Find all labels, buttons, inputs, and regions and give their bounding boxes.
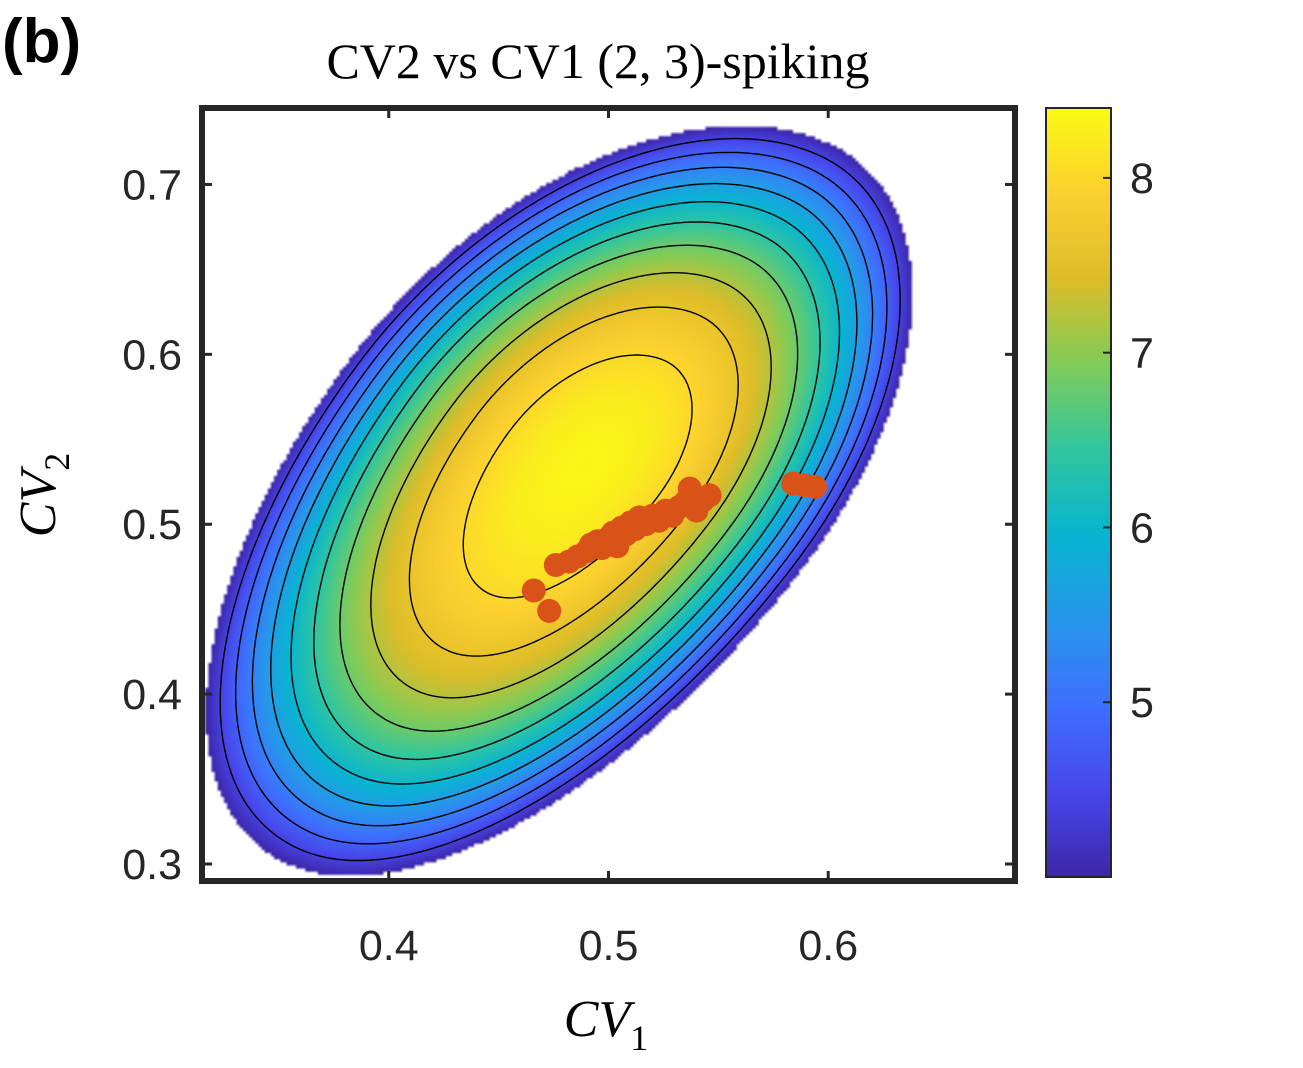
data-point-0 xyxy=(521,578,546,603)
contour-line-6 xyxy=(339,244,799,732)
x-tick-label-2: 0.6 xyxy=(798,922,858,970)
contour-line-3 xyxy=(270,182,858,807)
colorbar-tick-label-1: 6 xyxy=(1130,504,1154,552)
data-points xyxy=(521,471,827,623)
contour-line-1 xyxy=(235,151,888,845)
colorbar-tick-label-3: 8 xyxy=(1130,155,1154,203)
y-tick-label-2: 0.5 xyxy=(122,501,182,549)
contour-line-8 xyxy=(408,306,739,657)
contour-line-7 xyxy=(370,272,772,699)
y-axis-label-subscript: 2 xyxy=(37,453,77,471)
contour-line-2 xyxy=(251,166,874,827)
contour-line-4 xyxy=(290,201,841,785)
y-axis-label-main: CV xyxy=(10,466,67,538)
density-heatmap xyxy=(202,108,1015,881)
x-tick-label-0: 0.4 xyxy=(359,922,419,970)
colorbar-gradient xyxy=(1046,108,1111,877)
colorbar-ticks: 5 6 7 8 xyxy=(1103,155,1154,727)
x-axis-label: CV1 xyxy=(564,991,648,1058)
data-point-30 xyxy=(803,474,827,499)
y-tick-label-4: 0.7 xyxy=(122,161,182,209)
data-point-27 xyxy=(697,483,722,508)
colorbar-tick-label-0: 5 xyxy=(1130,679,1154,727)
y-axis-label: CV2 xyxy=(10,453,77,537)
chart-title: CV2 vs CV1 (2, 3)-spiking xyxy=(326,33,869,89)
y-tick-label-0: 0.3 xyxy=(122,841,182,889)
x-axis-label-main: CV xyxy=(564,991,636,1048)
x-ticks: 0.4 0.5 0.6 xyxy=(359,108,858,970)
panel-label: (b) xyxy=(2,7,81,76)
colorbar-box xyxy=(1045,107,1112,878)
x-axis-label-subscript: 1 xyxy=(630,1018,648,1058)
contour-line-9 xyxy=(462,354,693,599)
data-point-1 xyxy=(537,598,562,623)
colorbar: 5 6 7 8 xyxy=(1045,107,1154,878)
y-tick-label-3: 0.6 xyxy=(122,331,182,379)
y-tick-label-1: 0.4 xyxy=(122,671,182,719)
plot-area: 0.4 0.5 0.6 0.3 0.4 0.5 0.6 0.7 xyxy=(122,105,1018,970)
contour-line-0 xyxy=(219,137,901,862)
x-tick-label-1: 0.5 xyxy=(579,922,639,970)
contour-line-5 xyxy=(313,221,821,761)
contour-lines xyxy=(219,137,901,862)
y-ticks: 0.3 0.4 0.5 0.6 0.7 xyxy=(122,161,1015,889)
colorbar-tick-label-2: 7 xyxy=(1130,330,1154,378)
